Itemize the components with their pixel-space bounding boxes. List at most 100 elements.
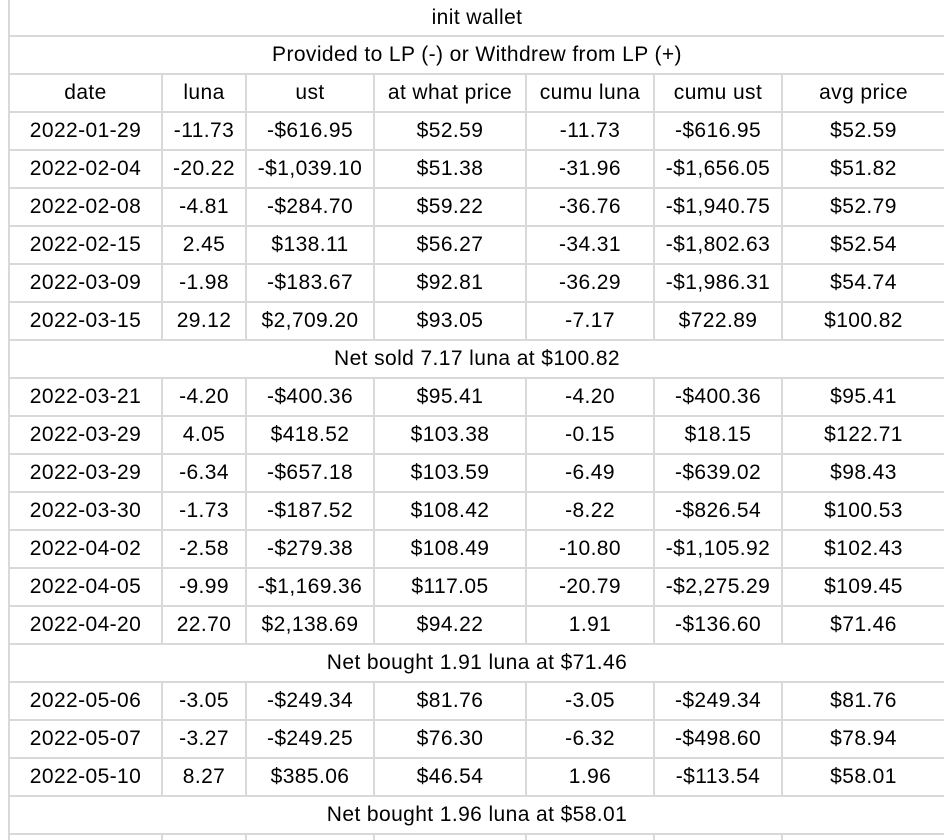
cell[interactable]: $103.59 (375, 455, 527, 491)
cell[interactable]: -$1,656.05 (655, 151, 783, 187)
cell[interactable]: $100.53 (824, 499, 903, 522)
cell[interactable]: $93.05 (375, 303, 527, 339)
cell[interactable]: $18.15 (655, 417, 783, 453)
cell[interactable]: -$113.54 (655, 759, 783, 795)
cell[interactable]: -$249.34 (655, 683, 783, 719)
cell[interactable]: -3.27 (163, 721, 247, 757)
cell[interactable]: $100.82 (824, 309, 903, 332)
cell[interactable]: $108.49 (375, 531, 527, 567)
cell[interactable]: -6.34 (163, 455, 247, 491)
cell[interactable]: -$187.52 (247, 493, 375, 529)
cell[interactable]: $103.38 (375, 417, 527, 453)
sheet-title-cell[interactable]: init wallet (431, 6, 523, 29)
cell[interactable]: $117.05 (375, 569, 527, 605)
cell[interactable]: $95.41 (375, 379, 527, 415)
cell[interactable]: $138.11 (247, 227, 375, 263)
cell[interactable]: -$183.67 (247, 265, 375, 301)
cell[interactable]: -$498.60 (655, 721, 783, 757)
empty-cell[interactable] (375, 835, 527, 840)
cell[interactable]: -$249.34 (247, 683, 375, 719)
cell[interactable]: -0.15 (527, 417, 655, 453)
cell[interactable]: 2022-05-06 (10, 683, 163, 719)
cell[interactable]: $102.43 (824, 537, 903, 560)
cell[interactable]: $81.76 (375, 683, 527, 719)
cell[interactable]: -36.29 (527, 265, 655, 301)
cell[interactable]: -36.76 (527, 189, 655, 225)
cell[interactable]: $385.06 (247, 759, 375, 795)
cell[interactable]: -$1,940.75 (655, 189, 783, 225)
cell[interactable]: -10.80 (527, 531, 655, 567)
cell[interactable]: $418.52 (247, 417, 375, 453)
empty-cell[interactable] (247, 835, 375, 840)
column-header-ust[interactable]: ust (247, 75, 375, 111)
cell[interactable]: 8.27 (163, 759, 247, 795)
column-header-date[interactable]: date (10, 75, 163, 111)
cell[interactable]: -$639.02 (655, 455, 783, 491)
cell[interactable]: $95.41 (830, 385, 897, 408)
column-header-at-what-price[interactable]: at what price (375, 75, 527, 111)
cell[interactable]: 2022-02-04 (10, 151, 163, 187)
cell[interactable]: 2022-03-15 (10, 303, 163, 339)
cell[interactable]: 2022-02-15 (10, 227, 163, 263)
cell[interactable]: 2022-03-29 (10, 417, 163, 453)
cell[interactable]: -34.31 (527, 227, 655, 263)
cell[interactable]: -$400.36 (247, 379, 375, 415)
note-cell[interactable]: Net bought 1.91 luna at $71.46 (326, 651, 628, 674)
cell[interactable]: 2022-03-21 (10, 379, 163, 415)
cell[interactable]: -$616.95 (655, 113, 783, 149)
cell[interactable]: 2022-03-30 (10, 493, 163, 529)
cell[interactable]: -$279.38 (247, 531, 375, 567)
cell[interactable]: $722.89 (655, 303, 783, 339)
cell[interactable]: 2022-05-10 (10, 759, 163, 795)
empty-cell[interactable] (783, 835, 944, 840)
cell[interactable]: -$284.70 (247, 189, 375, 225)
cell[interactable]: $51.82 (830, 157, 897, 180)
cell[interactable]: $52.59 (375, 113, 527, 149)
cell[interactable]: -$1,039.10 (247, 151, 375, 187)
cell[interactable]: 2022-04-02 (10, 531, 163, 567)
cell[interactable]: 22.70 (163, 607, 247, 643)
note-cell[interactable]: Net sold 7.17 luna at $100.82 (334, 347, 620, 370)
cell[interactable]: $122.71 (824, 423, 903, 446)
column-header-cumu-luna[interactable]: cumu luna (527, 75, 655, 111)
cell[interactable]: -1.73 (163, 493, 247, 529)
cell[interactable]: -$1,802.63 (655, 227, 783, 263)
empty-cell[interactable] (163, 835, 247, 840)
cell[interactable]: $54.74 (830, 271, 897, 294)
cell[interactable]: $56.27 (375, 227, 527, 263)
cell[interactable]: -7.17 (527, 303, 655, 339)
cell[interactable]: $76.30 (375, 721, 527, 757)
column-header-cumu-ust[interactable]: cumu ust (655, 75, 783, 111)
cell[interactable]: 1.91 (527, 607, 655, 643)
cell[interactable]: $94.22 (375, 607, 527, 643)
empty-cell[interactable] (655, 835, 783, 840)
cell[interactable]: $98.43 (830, 461, 897, 484)
column-header-avg-price[interactable]: avg price (819, 81, 908, 104)
cell[interactable]: 2.45 (163, 227, 247, 263)
cell[interactable]: $52.79 (830, 195, 897, 218)
cell[interactable]: $2,709.20 (247, 303, 375, 339)
cell[interactable]: $59.22 (375, 189, 527, 225)
cell[interactable]: -3.05 (163, 683, 247, 719)
cell[interactable]: $51.38 (375, 151, 527, 187)
cell[interactable]: 29.12 (163, 303, 247, 339)
cell[interactable]: -$616.95 (247, 113, 375, 149)
cell[interactable]: $2,138.69 (247, 607, 375, 643)
cell[interactable]: -9.99 (163, 569, 247, 605)
cell[interactable]: 2022-01-29 (10, 113, 163, 149)
cell[interactable]: $46.54 (375, 759, 527, 795)
cell[interactable]: -$249.25 (247, 721, 375, 757)
cell[interactable]: -20.79 (527, 569, 655, 605)
cell[interactable]: $81.76 (830, 689, 897, 712)
cell[interactable]: 2022-03-29 (10, 455, 163, 491)
cell[interactable]: $108.42 (375, 493, 527, 529)
cell[interactable]: $52.54 (830, 233, 897, 256)
cell[interactable]: -4.20 (527, 379, 655, 415)
cell[interactable]: 2022-03-09 (10, 265, 163, 301)
cell[interactable]: -$2,275.29 (655, 569, 783, 605)
cell[interactable]: $78.94 (830, 727, 897, 750)
cell[interactable]: -$1,169.36 (247, 569, 375, 605)
cell[interactable]: -31.96 (527, 151, 655, 187)
sheet-subtitle-cell[interactable]: Provided to LP (-) or Withdrew from LP (… (272, 43, 682, 66)
cell[interactable]: 2022-04-20 (10, 607, 163, 643)
